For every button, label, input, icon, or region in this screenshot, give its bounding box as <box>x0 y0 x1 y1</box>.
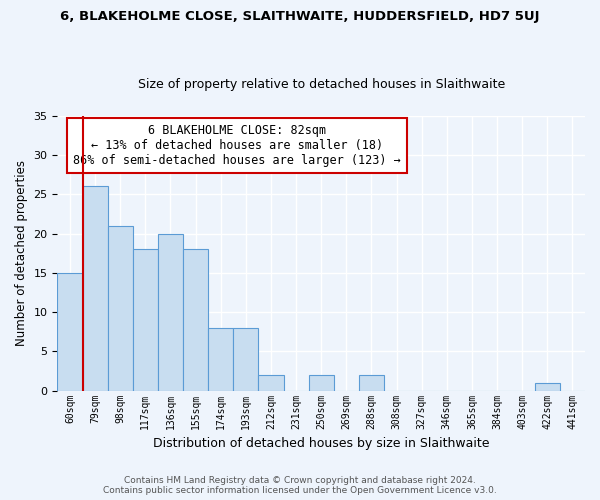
Bar <box>535 383 560 390</box>
Text: Contains HM Land Registry data © Crown copyright and database right 2024.
Contai: Contains HM Land Registry data © Crown c… <box>103 476 497 495</box>
Bar <box>107 226 133 390</box>
Bar <box>158 234 183 390</box>
Title: Size of property relative to detached houses in Slaithwaite: Size of property relative to detached ho… <box>137 78 505 91</box>
Bar <box>259 375 284 390</box>
Y-axis label: Number of detached properties: Number of detached properties <box>15 160 28 346</box>
Bar <box>58 273 83 390</box>
X-axis label: Distribution of detached houses by size in Slaithwaite: Distribution of detached houses by size … <box>153 437 490 450</box>
Bar <box>133 250 158 390</box>
Text: 6 BLAKEHOLME CLOSE: 82sqm
← 13% of detached houses are smaller (18)
86% of semi-: 6 BLAKEHOLME CLOSE: 82sqm ← 13% of detac… <box>73 124 401 167</box>
Bar <box>83 186 107 390</box>
Bar <box>183 250 208 390</box>
Bar <box>308 375 334 390</box>
Bar <box>208 328 233 390</box>
Bar <box>233 328 259 390</box>
Text: 6, BLAKEHOLME CLOSE, SLAITHWAITE, HUDDERSFIELD, HD7 5UJ: 6, BLAKEHOLME CLOSE, SLAITHWAITE, HUDDER… <box>60 10 540 23</box>
Bar <box>359 375 384 390</box>
